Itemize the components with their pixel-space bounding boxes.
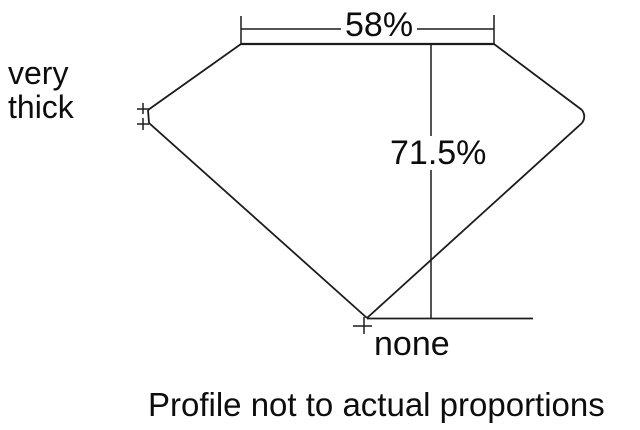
pavilion-left-line xyxy=(148,122,368,319)
girdle-left-edge xyxy=(147,109,150,124)
girdle-thickness-label-line1: very xyxy=(8,55,69,91)
girdle-thickness-label: very thick xyxy=(8,55,74,125)
pavilion-right-line xyxy=(366,122,583,319)
crown-left-line xyxy=(147,43,242,111)
table-width-label: 58% xyxy=(341,8,418,42)
girdle-thickness-label-line2: thick xyxy=(8,88,74,125)
crown-right-line xyxy=(493,43,583,111)
culet-label: none xyxy=(374,325,450,363)
girdle-right-edge xyxy=(581,109,586,124)
total-depth-label: 71.5% xyxy=(387,136,490,170)
caption-text: Profile not to actual proportions xyxy=(148,386,605,423)
